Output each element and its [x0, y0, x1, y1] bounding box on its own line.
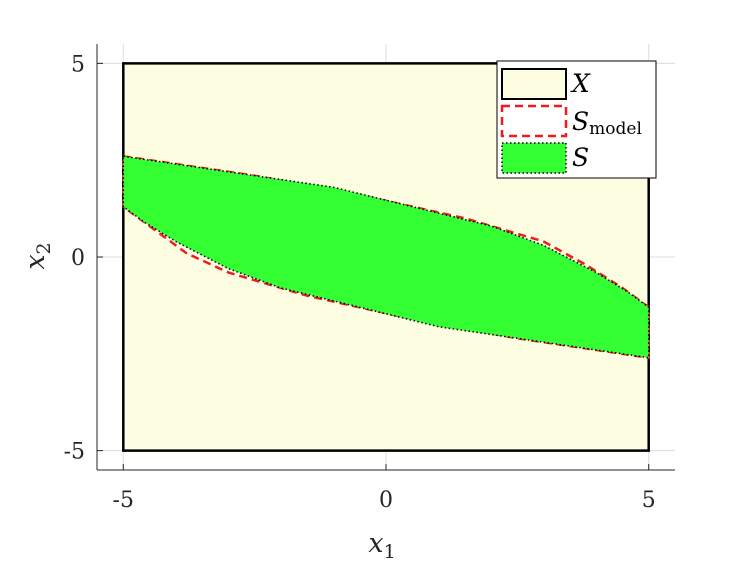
- legend-swatch-s-model: [500, 104, 568, 138]
- legend-label-x: X: [570, 69, 591, 98]
- x-tick-label-0: -5: [113, 488, 134, 513]
- legend-label-s: S: [572, 143, 589, 172]
- legend-swatch-s: [501, 142, 567, 174]
- legend-label-s-model: Smodel: [572, 107, 642, 139]
- legend: X Smodel S: [496, 60, 657, 179]
- region-s: [122, 155, 650, 359]
- axis-ticks: -5 0 5 -5 0 5: [64, 52, 656, 513]
- y-tick-label-2: 5: [71, 52, 85, 77]
- y-tick-label-1: 0: [71, 246, 85, 271]
- x-axis-label: x1: [368, 528, 395, 561]
- x-tick-label-2: 5: [642, 488, 656, 513]
- legend-swatch-x: [501, 68, 567, 100]
- y-axis-label: x2: [20, 242, 55, 269]
- y-tick-label-0: -5: [64, 440, 85, 465]
- x-tick-label-1: 0: [379, 488, 393, 513]
